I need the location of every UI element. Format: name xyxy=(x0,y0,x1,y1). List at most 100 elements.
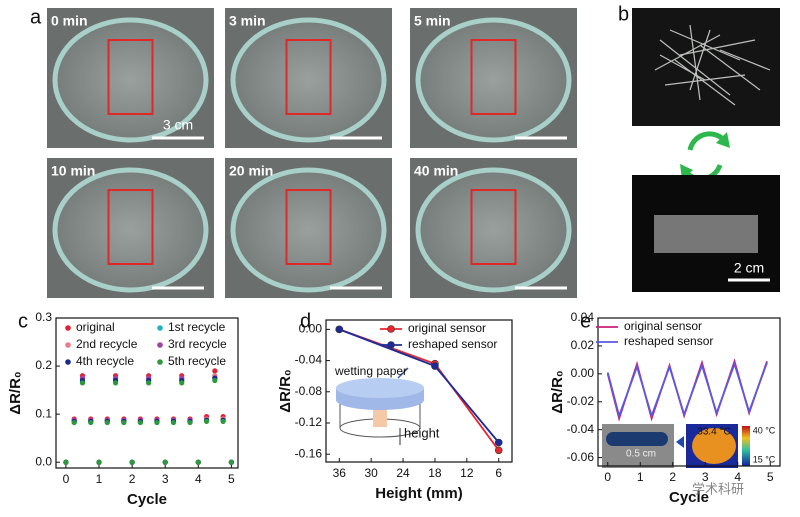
legend-marker xyxy=(65,359,71,365)
y-tick-label: 0.00 xyxy=(571,366,595,380)
data-point xyxy=(228,459,234,465)
data-point xyxy=(195,459,201,465)
sample-box xyxy=(107,39,154,115)
data-point xyxy=(212,377,218,384)
time-label: 20 min xyxy=(229,163,273,179)
sample-box xyxy=(470,189,517,265)
x-axis-label: Height (mm) xyxy=(375,485,463,502)
data-point xyxy=(79,380,86,386)
sample-box xyxy=(285,189,332,265)
x-tick-label: 3 xyxy=(162,472,169,486)
legend-marker xyxy=(157,325,163,331)
y-tick-label: 0.3 xyxy=(35,310,52,324)
legend-marker xyxy=(65,342,71,348)
x-tick-label: 18 xyxy=(428,466,442,480)
sample-box xyxy=(285,39,332,115)
plot-frame xyxy=(55,317,239,469)
x-tick-label: 36 xyxy=(333,466,347,480)
plot-frame xyxy=(325,319,513,463)
x-tick-label: 12 xyxy=(460,466,474,480)
arrow-head xyxy=(716,132,730,148)
legend-label: original sensor xyxy=(624,319,702,333)
petri-dish xyxy=(52,167,209,293)
data-point xyxy=(104,419,110,426)
x-tick-label: 2 xyxy=(669,470,676,484)
petri-dish xyxy=(52,17,209,143)
legend-marker xyxy=(157,359,163,365)
data-point xyxy=(154,419,160,426)
data-point xyxy=(187,419,193,426)
x-axis-label: Cycle xyxy=(669,489,709,506)
annotation: height xyxy=(404,425,440,440)
scale-label: 2 cm xyxy=(734,260,764,276)
data-point xyxy=(63,459,69,465)
color-scale xyxy=(742,426,750,466)
y-tick-label: 0.00 xyxy=(299,322,323,336)
panel-label: c xyxy=(18,310,28,332)
y-tick-label: -0.02 xyxy=(567,394,595,408)
panel-label: b xyxy=(618,3,629,25)
petri-dish xyxy=(230,17,387,143)
annotation: 40 °C xyxy=(753,425,776,435)
x-tick-label: 4 xyxy=(734,470,741,484)
y-tick-label: 0.2 xyxy=(35,358,52,372)
time-label: 5 min xyxy=(414,13,451,29)
y-axis-label: ΔR/R₀ xyxy=(277,369,294,412)
x-tick-label: 6 xyxy=(495,466,502,480)
data-point xyxy=(203,418,210,424)
sample-box xyxy=(107,189,154,265)
data-point xyxy=(71,419,77,426)
data-point xyxy=(96,459,102,465)
fiber-photo xyxy=(632,8,780,126)
x-tick-label: 1 xyxy=(637,470,644,484)
fibers xyxy=(654,24,771,106)
marker xyxy=(335,325,344,334)
plot-frame xyxy=(597,317,781,467)
data-point xyxy=(88,419,94,426)
x-tick-label: 2 xyxy=(129,472,136,486)
x-tick-label: 5 xyxy=(228,472,235,486)
data-point xyxy=(179,380,185,386)
data-point xyxy=(162,459,168,465)
x-tick-label: 0 xyxy=(63,472,70,486)
inset-illustration xyxy=(336,367,424,445)
legend-label: 5th recycle xyxy=(168,354,226,368)
annotation: wetting paper xyxy=(334,364,407,378)
time-label: 0 min xyxy=(51,13,88,29)
marker xyxy=(494,438,503,447)
legend-label: 1st recycle xyxy=(168,320,226,334)
petri-dish xyxy=(415,167,572,293)
hot-spot xyxy=(692,428,736,464)
panel-label: d xyxy=(300,310,311,332)
x-tick-label: 5 xyxy=(767,470,774,484)
y-tick-label: 0.0 xyxy=(35,454,52,468)
y-tick-label: 0.1 xyxy=(35,406,52,420)
legend-label: 4th recycle xyxy=(76,354,134,368)
y-tick-label: 0.02 xyxy=(571,338,595,352)
data-point xyxy=(170,419,177,426)
recycle-arrow xyxy=(687,131,726,151)
film xyxy=(654,215,758,253)
data-point xyxy=(121,419,127,426)
series-line xyxy=(606,361,768,419)
x-tick-label: 4 xyxy=(195,472,202,486)
data-point xyxy=(112,380,119,386)
annotation: 15 °C xyxy=(753,454,776,464)
annotation: 0.5 cm xyxy=(626,449,656,460)
marker xyxy=(431,362,439,370)
legend-label: original xyxy=(76,320,115,334)
legend-marker xyxy=(387,341,395,349)
panel-label: a xyxy=(30,6,42,28)
sample-box xyxy=(470,39,517,115)
data-point xyxy=(129,459,135,465)
legend-marker xyxy=(157,342,163,348)
sensor xyxy=(606,432,668,446)
x-tick-label: 24 xyxy=(396,466,410,480)
x-axis-label: Cycle xyxy=(127,491,167,508)
data-point xyxy=(212,368,218,374)
y-tick-label: -0.06 xyxy=(567,450,595,464)
time-label: 10 min xyxy=(51,163,95,179)
y-axis-label: ΔR/R₀ xyxy=(549,370,566,413)
petri-dish xyxy=(230,167,387,293)
y-tick-label: -0.04 xyxy=(295,353,323,367)
